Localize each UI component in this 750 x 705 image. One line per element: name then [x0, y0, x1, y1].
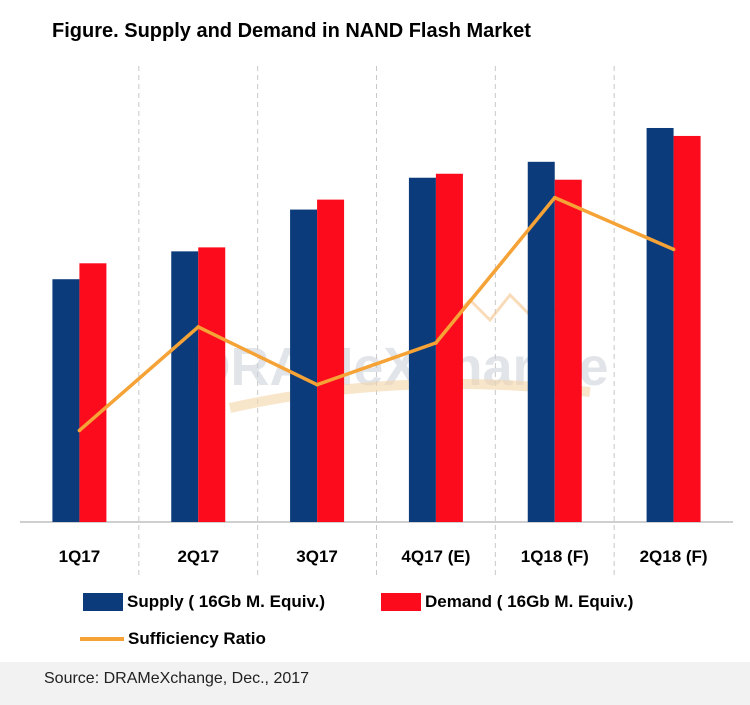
ratio-point-1Q18 (F) [552, 195, 557, 200]
x-tick-label: 3Q17 [296, 547, 338, 566]
bar-supply-1Q18 (F) [527, 161, 555, 522]
source-note: Source: DRAMeXchange, Dec., 2017 [44, 670, 310, 687]
bar-supply-3Q17 [290, 209, 318, 522]
bar-demand-4Q17 (E) [435, 173, 463, 522]
ratio-point-4Q17 (E) [434, 341, 438, 345]
x-tick-label: 2Q18 (F) [640, 547, 708, 566]
chart-plot: DRAMeXchange 1Q17 2Q17 3Q17 4Q17 (E) 1Q18 (F… [20, 66, 733, 575]
ratio-point-2Q17 [196, 325, 201, 329]
chart-title: Figure. Supply and Demand in NAND Flash … [52, 20, 531, 42]
x-tick-label: 1Q17 [59, 547, 101, 566]
ratio-point-3Q17 [315, 382, 319, 387]
footer-band [0, 662, 750, 705]
x-tick-label: 1Q18 (F) [521, 547, 589, 566]
line-layer [77, 195, 676, 433]
bar-demand-3Q17 [317, 199, 345, 522]
grid-layer [20, 66, 733, 575]
bar-layer [52, 127, 701, 523]
sufficiency-ratio-line [78, 195, 675, 432]
ratio-point-2Q18 (F) [671, 247, 676, 252]
bar-demand-1Q18 (F) [554, 179, 582, 522]
bar-supply-1Q17 [52, 279, 80, 522]
bar-supply-2Q18 (F) [646, 127, 674, 522]
ratio-point-1Q17 [77, 428, 82, 433]
bar-supply-2Q17 [171, 251, 199, 523]
bar-demand-2Q18 (F) [673, 135, 701, 522]
x-tick-label: 4Q17 (E) [401, 547, 470, 566]
bar-demand-2Q17 [198, 247, 226, 522]
bar-demand-1Q17 [79, 263, 107, 522]
tick-layer: 1Q17 2Q17 3Q17 4Q17 (E) 1Q18 (F) 2Q18 (F) [59, 547, 708, 566]
x-tick-label: 2Q17 [177, 547, 219, 566]
